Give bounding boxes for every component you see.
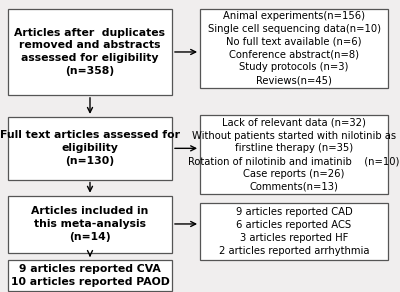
FancyBboxPatch shape <box>8 9 172 95</box>
FancyBboxPatch shape <box>8 196 172 253</box>
Text: Animal experiments(n=156)
Single cell sequencing data(n=10)
No full text availab: Animal experiments(n=156) Single cell se… <box>208 11 380 85</box>
Text: 9 articles reported CVA
10 articles reported PAOD: 9 articles reported CVA 10 articles repo… <box>10 264 170 287</box>
Text: Articles included in
this meta-analysis
(n=14): Articles included in this meta-analysis … <box>31 206 149 242</box>
FancyBboxPatch shape <box>8 260 172 291</box>
Text: 9 articles reported CAD
6 articles reported ACS
3 articles reported HF
2 article: 9 articles reported CAD 6 articles repor… <box>219 207 369 256</box>
FancyBboxPatch shape <box>200 115 388 194</box>
FancyBboxPatch shape <box>8 117 172 180</box>
Text: Articles after  duplicates
removed and abstracts
assessed for eligibility
(n=358: Articles after duplicates removed and ab… <box>14 28 166 76</box>
FancyBboxPatch shape <box>200 9 388 88</box>
Text: Lack of relevant data (n=32)
Without patients started with nilotinib as
firstlin: Lack of relevant data (n=32) Without pat… <box>188 118 400 192</box>
Text: Full text articles assessed for
eligibility
(n=130): Full text articles assessed for eligibil… <box>0 131 180 166</box>
FancyBboxPatch shape <box>200 203 388 260</box>
